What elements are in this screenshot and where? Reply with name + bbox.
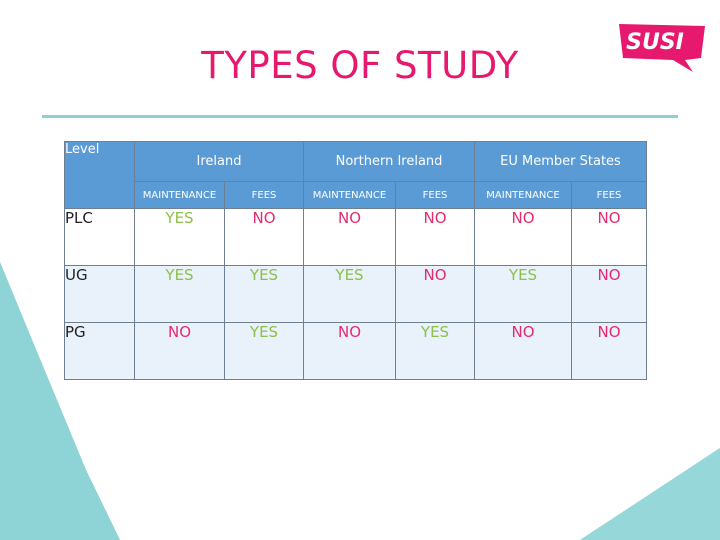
table-subheader-row: MAINTENANCE FEES MAINTENANCE FEES MAINTE…	[65, 181, 647, 209]
table-row: PG NO YES NO YES NO NO	[64, 322, 647, 380]
table-cell: NO	[474, 208, 572, 266]
table-row: PLC YES NO NO NO NO NO	[64, 208, 647, 266]
logo-badge-shape	[619, 24, 705, 72]
table-cell: NO	[303, 322, 396, 380]
group-header-northern-ireland: Northern Ireland	[303, 141, 475, 182]
table-row: UG YES YES YES NO YES NO	[64, 265, 647, 323]
table-cell: NO	[474, 322, 572, 380]
page-title: TYPES OF STUDY	[201, 44, 519, 87]
table-cell: NO	[395, 265, 475, 323]
table-cell: NO	[303, 208, 396, 266]
row-level-label: PG	[64, 322, 135, 380]
table-cell: NO	[571, 265, 647, 323]
group-header-ireland: Ireland	[134, 141, 304, 182]
subheader-cell: MAINTENANCE	[303, 181, 396, 209]
subheader-cell: MAINTENANCE	[134, 181, 225, 209]
title-divider	[42, 115, 678, 118]
level-header: Level	[64, 141, 135, 209]
row-level-label: UG	[64, 265, 135, 323]
subheader-cell: FEES	[571, 181, 647, 209]
subheader-cell: FEES	[224, 181, 304, 209]
subheader-cell: FEES	[395, 181, 475, 209]
table-cell: YES	[224, 322, 304, 380]
susi-logo: SUSI	[615, 20, 711, 72]
table-cell: NO	[134, 322, 225, 380]
table-cell: YES	[303, 265, 396, 323]
table-cell: NO	[571, 322, 647, 380]
study-types-table: Level Ireland Northern Ireland EU Member…	[64, 141, 647, 380]
table-cell: NO	[395, 208, 475, 266]
table-cell: YES	[474, 265, 572, 323]
table-cell: YES	[395, 322, 475, 380]
table-cell: YES	[134, 265, 225, 323]
row-level-label: PLC	[64, 208, 135, 266]
group-header-eu: EU Member States	[474, 141, 647, 182]
table-cell: NO	[571, 208, 647, 266]
table-header-row: Level Ireland Northern Ireland EU Member…	[64, 141, 647, 209]
table-cell: YES	[224, 265, 304, 323]
subheader-cell: MAINTENANCE	[474, 181, 572, 209]
table-cell: NO	[224, 208, 304, 266]
logo-text: SUSI	[626, 30, 684, 55]
table-cell: YES	[134, 208, 225, 266]
